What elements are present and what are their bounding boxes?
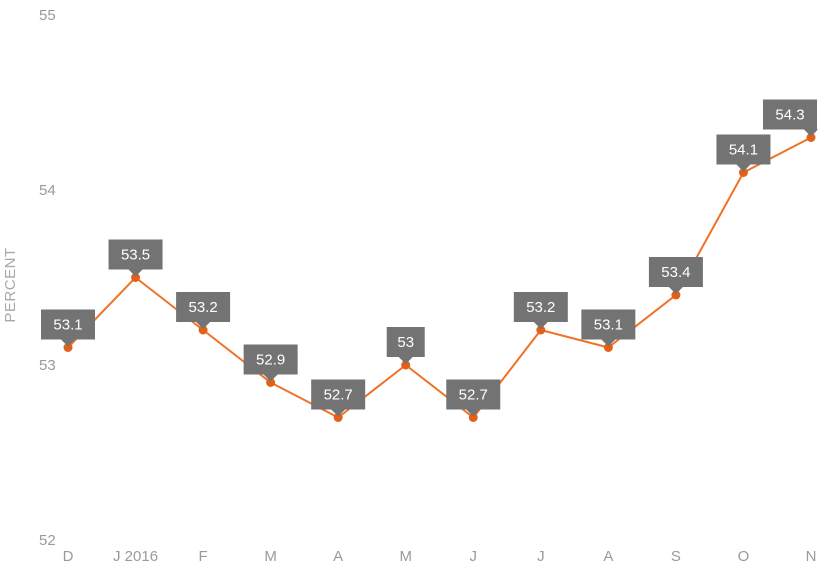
data-label-text: 54.1	[729, 142, 758, 159]
data-label: 53.5	[108, 239, 163, 277]
data-labels-group: 53.1 53.5 53.2 52.9 52.7 53 52.7 53.2 53.1 53.4 54…	[41, 99, 818, 417]
data-label-pointer	[128, 269, 143, 277]
x-tick-label: M	[399, 548, 412, 565]
data-label-text: 52.9	[256, 352, 285, 369]
data-label-text: 54.3	[775, 107, 804, 124]
x-tick-label: A	[603, 548, 613, 565]
data-label-text: 52.7	[324, 387, 353, 404]
data-label-box	[311, 379, 366, 410]
data-label-box	[513, 292, 568, 322]
data-label-box	[386, 327, 425, 357]
data-label-text: 53.2	[526, 299, 555, 316]
x-tick-label: J	[470, 548, 478, 565]
data-label-text: 53.4	[661, 264, 690, 281]
x-tick-label: F	[199, 548, 208, 565]
y-axis-ticks: 52 53 54 55	[39, 7, 56, 549]
data-label: 53.1	[581, 309, 636, 347]
data-label-pointer	[601, 339, 616, 347]
data-label: 54.3	[763, 99, 818, 137]
data-label-pointer	[466, 409, 481, 417]
data-label-pointer	[398, 357, 413, 364]
data-label: 53.2	[513, 292, 568, 329]
data-label-pointer	[533, 322, 548, 329]
data-label-pointer	[668, 287, 683, 294]
data-point	[603, 343, 613, 352]
data-label-box	[763, 99, 817, 130]
data-label-pointer	[263, 374, 278, 382]
data-label-text: 53	[397, 334, 414, 351]
data-point	[401, 360, 411, 370]
y-tick-label: 55	[39, 7, 56, 24]
data-label-box	[41, 309, 95, 340]
data-label-text: 53.5	[121, 247, 150, 264]
x-tick-label: D	[63, 548, 74, 565]
data-label-box	[176, 292, 231, 322]
data-label-pointer	[196, 322, 211, 329]
data-label-pointer	[61, 339, 75, 347]
data-label-text: 52.7	[459, 387, 488, 404]
data-label-box	[108, 239, 163, 270]
data-label-box	[446, 379, 501, 410]
data-label-box	[581, 309, 636, 340]
data-point	[198, 325, 208, 335]
data-label: 52.7	[446, 379, 501, 417]
data-point	[266, 378, 276, 387]
y-tick-label: 54	[39, 182, 56, 199]
data-label: 52.7	[311, 379, 366, 417]
data-point	[536, 325, 546, 335]
data-point	[738, 168, 748, 177]
data-label-pointer	[804, 129, 818, 137]
data-point	[671, 290, 681, 300]
data-label-pointer	[331, 409, 346, 417]
y-tick-label: 52	[39, 532, 56, 549]
data-point	[63, 343, 73, 352]
data-label-box	[243, 344, 298, 375]
data-label: 53.4	[648, 257, 703, 294]
y-axis-title: PERCENT	[2, 247, 19, 322]
data-label-text: 53.1	[594, 317, 623, 334]
x-tick-label: S	[671, 548, 681, 565]
data-label: 53.2	[176, 292, 231, 329]
x-tick-label: J 2016	[113, 548, 158, 565]
x-tick-label: J	[537, 548, 545, 565]
x-tick-label: O	[738, 548, 750, 565]
data-label: 53.1	[41, 309, 95, 347]
data-label: 54.1	[716, 134, 771, 172]
x-tick-label: A	[333, 548, 343, 565]
data-label-pointer	[736, 164, 751, 172]
x-tick-label: M	[264, 548, 277, 565]
x-tick-label: N	[806, 548, 817, 565]
data-point	[333, 413, 343, 422]
data-label: 52.9	[243, 344, 298, 382]
data-point	[806, 133, 816, 142]
data-label-box	[648, 257, 703, 287]
data-label-box	[716, 134, 771, 165]
data-point	[468, 413, 478, 422]
y-tick-label: 53	[39, 357, 56, 374]
data-label-text: 53.2	[188, 299, 217, 316]
data-point	[131, 273, 141, 282]
data-label: 53	[386, 327, 425, 364]
data-label-text: 53.1	[53, 317, 82, 334]
x-axis-ticks: D J 2016 F M A M J J A S O N	[63, 548, 817, 565]
